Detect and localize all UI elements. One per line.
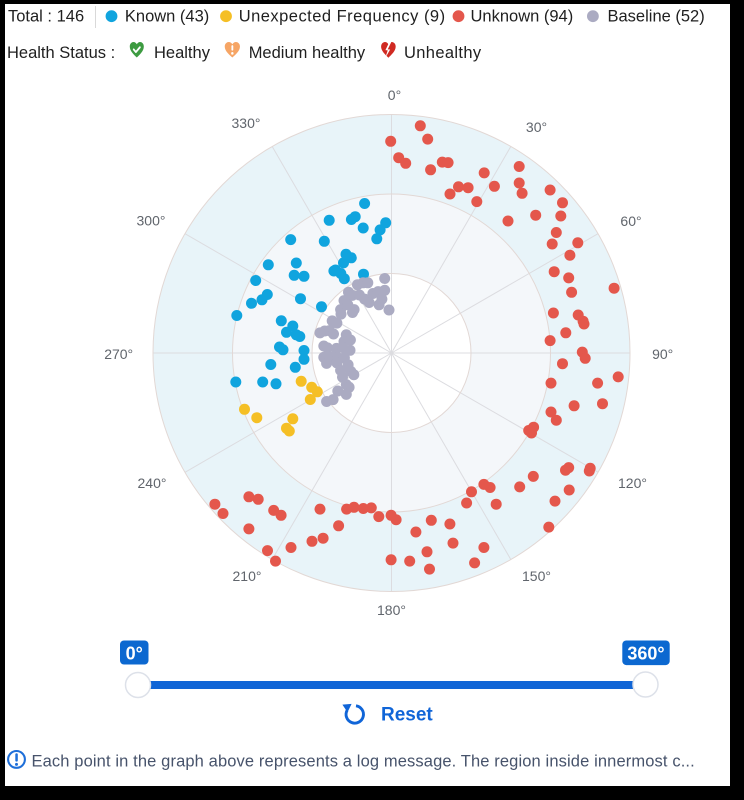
svg-text:0°: 0°: [126, 644, 143, 664]
svg-text:150°: 150°: [522, 568, 551, 584]
svg-text:240°: 240°: [138, 475, 167, 491]
svg-text:60°: 60°: [620, 213, 641, 229]
svg-text:90°: 90°: [652, 346, 673, 362]
svg-text:Medium healthy: Medium healthy: [249, 44, 366, 62]
svg-text:Each point in the graph above: Each point in the graph above represents…: [32, 753, 695, 771]
svg-text:Total : 146: Total : 146: [8, 8, 84, 26]
svg-text:300°: 300°: [137, 213, 166, 229]
svg-text:360°: 360°: [627, 644, 664, 664]
svg-text:Known (43): Known (43): [125, 8, 209, 26]
svg-text:330°: 330°: [232, 115, 261, 131]
svg-text:180°: 180°: [377, 602, 406, 618]
svg-text:30°: 30°: [526, 119, 547, 135]
svg-text:Baseline (52): Baseline (52): [608, 8, 705, 26]
svg-text:Unexpected Frequency (9): Unexpected Frequency (9): [239, 8, 446, 26]
svg-text:Health Status :: Health Status :: [7, 44, 115, 62]
svg-text:210°: 210°: [233, 568, 262, 584]
svg-text:Unknown (94): Unknown (94): [471, 8, 574, 26]
svg-text:Reset: Reset: [381, 705, 433, 726]
svg-text:Unhealthy: Unhealthy: [404, 44, 482, 62]
svg-text:0°: 0°: [388, 87, 401, 103]
svg-text:120°: 120°: [618, 475, 647, 491]
svg-text:Healthy: Healthy: [154, 44, 211, 62]
svg-text:270°: 270°: [104, 346, 133, 362]
